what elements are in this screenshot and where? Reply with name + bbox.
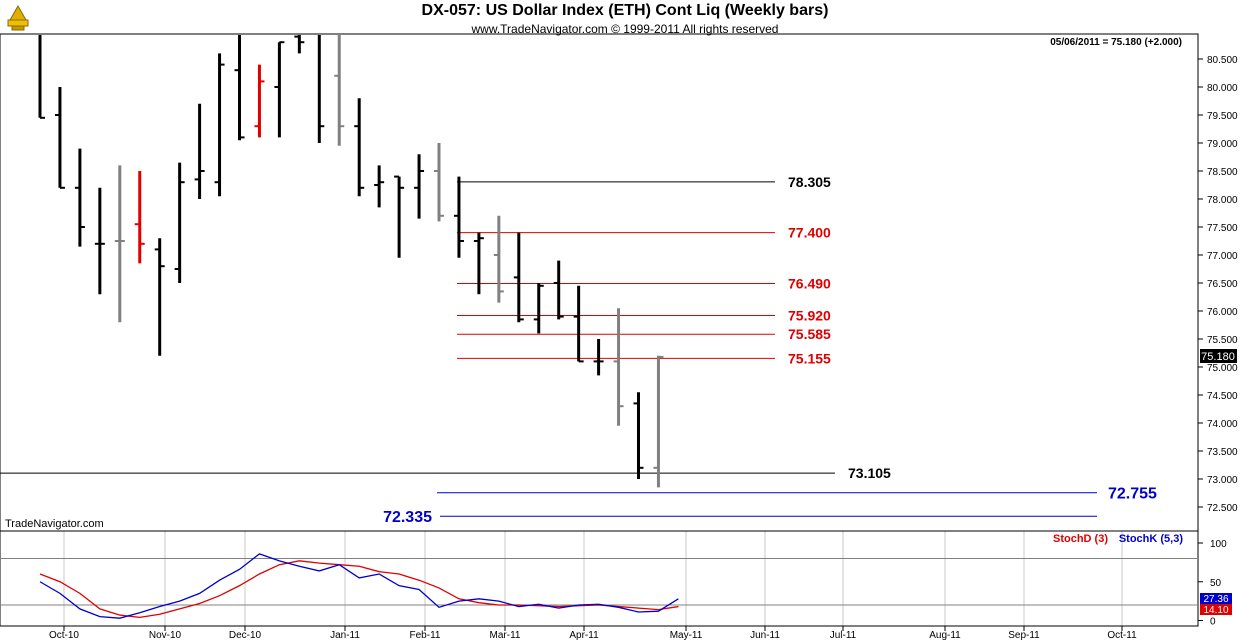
date-tick-label: Feb-11 — [410, 630, 441, 641]
price-tick-label: 76.000 — [1207, 307, 1238, 318]
level-label: 72.335 — [383, 509, 432, 526]
level-label: 75.155 — [788, 350, 831, 366]
price-tick-label: 77.000 — [1207, 251, 1238, 262]
date-tick-label: Oct-11 — [1107, 630, 1137, 641]
price-tick-label: 75.500 — [1207, 335, 1238, 346]
date-tick-label: Oct-10 — [49, 630, 79, 641]
tradenavigator-logo-icon — [4, 4, 32, 32]
price-tick-label: 77.500 — [1207, 223, 1238, 234]
chart-frame — [0, 33, 1199, 627]
date-tick-label: Apr-11 — [569, 630, 599, 641]
osc-tick-label: 100 — [1210, 539, 1227, 550]
price-tick-label: 78.000 — [1207, 195, 1238, 206]
date-tick-label: Jan-11 — [330, 630, 360, 641]
stochd-legend: StochD (3) — [1053, 533, 1108, 545]
date-tick-label: Jul-11 — [830, 630, 857, 641]
osc-last-value-box — [1200, 593, 1232, 604]
level-lines: 78.305 77.400 76.490 75.920 75.585 75.155 73.1… — [0, 174, 1157, 526]
watermark: TradeNavigator.com — [5, 518, 104, 530]
price-tick-label: 74.000 — [1207, 419, 1238, 430]
price-tick-label: 72.500 — [1207, 503, 1238, 514]
last-quote: 05/06/2011 = 75.180 (+2.000) — [1050, 37, 1182, 48]
price-axis: 80.500 80.000 79.500 79.000 78.500 78.000 77.5… — [1198, 55, 1238, 628]
level-label: 72.755 — [1108, 486, 1157, 503]
level-label: 77.400 — [788, 225, 831, 241]
price-tick-label: 79.000 — [1207, 139, 1238, 150]
price-tick-label: 79.500 — [1207, 111, 1238, 122]
last-price-marker — [1200, 349, 1237, 363]
date-tick-label: Nov-10 — [149, 630, 182, 641]
copyright-text: www.TradeNavigator.com © 1999-2011 All r… — [471, 22, 779, 36]
osc-last-value: 27.36 — [1203, 594, 1228, 605]
price-tick-label: 76.500 — [1207, 279, 1238, 290]
date-tick-label: Sep-11 — [1008, 630, 1040, 641]
level-label: 73.105 — [848, 465, 891, 481]
osc-last-value-box — [1200, 604, 1232, 615]
level-label: 78.305 — [788, 174, 831, 190]
price-tick-label: 73.000 — [1207, 475, 1238, 486]
date-tick-label: Jun-11 — [750, 630, 780, 641]
stoch-line — [39, 560, 679, 619]
price-tick-label: 80.000 — [1207, 83, 1238, 94]
date-tick-label: Dec-10 — [229, 630, 262, 641]
price-bars — [38, 35, 664, 488]
stoch-line — [39, 553, 679, 619]
date-tick-label: Mar-11 — [490, 630, 521, 641]
date-tick-label: Aug-11 — [929, 630, 961, 641]
osc-tick-label: 0 — [1210, 617, 1216, 628]
price-tick-label: 74.500 — [1207, 391, 1238, 402]
price-tick-label: 75.000 — [1207, 363, 1238, 374]
date-tick-label: May-11 — [670, 630, 703, 641]
osc-last-value: 14.10 — [1203, 605, 1228, 616]
gridlines — [63, 531, 1123, 626]
level-label: 75.920 — [788, 307, 831, 323]
date-axis: Oct-10 Nov-10 Dec-10 Jan-11 Feb-11 Mar-11 Apr-… — [49, 626, 1137, 641]
price-tick-label: 78.500 — [1207, 167, 1238, 178]
stochk-legend: StochK (5,3) — [1119, 533, 1184, 545]
level-label: 75.585 — [788, 326, 831, 342]
last-price-label: 75.180 — [1201, 351, 1235, 363]
price-tick-label: 73.500 — [1207, 447, 1238, 458]
price-tick-label: 80.500 — [1207, 55, 1238, 66]
osc-tick-label: 50 — [1210, 578, 1222, 589]
chart-title: DX-057: US Dollar Index (ETH) Cont Liq (… — [421, 2, 829, 19]
level-label: 76.490 — [788, 276, 831, 292]
